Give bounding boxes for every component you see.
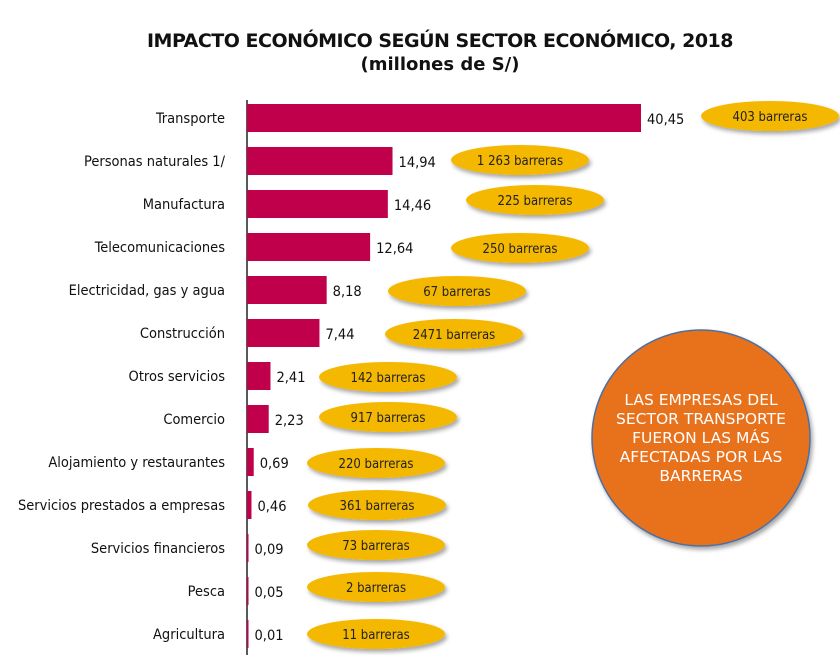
barrier-count-pill — [466, 185, 604, 215]
barrier-count-pill — [388, 276, 526, 306]
value-label: 40,45 — [647, 112, 684, 128]
category-label: Servicios prestados a empresas — [18, 498, 225, 514]
category-label: Agricultura — [153, 627, 225, 643]
category-label: Manufactura — [143, 197, 225, 213]
barrier-count-pill — [385, 319, 523, 349]
value-label: 0,01 — [255, 628, 284, 644]
value-label: 0,05 — [255, 585, 284, 601]
category-label: Pesca — [188, 584, 225, 600]
bar — [247, 190, 388, 218]
value-label: 2,23 — [275, 413, 304, 429]
barrier-count-pill — [307, 572, 445, 602]
bar — [247, 620, 249, 648]
barrier-count-pill — [307, 619, 445, 649]
barrier-count-pill — [319, 402, 457, 432]
bar — [247, 491, 252, 519]
barrier-count-label: 73 barreras — [342, 539, 410, 554]
bar — [247, 534, 249, 562]
value-label: 12,64 — [376, 241, 413, 257]
barrier-count-pill — [451, 145, 589, 175]
value-label: 14,46 — [394, 198, 431, 214]
bar — [247, 448, 254, 476]
barrier-count-label: 11 barreras — [342, 628, 410, 643]
bar — [247, 362, 271, 390]
barrier-count-label: 220 barreras — [339, 457, 414, 472]
category-label: Electricidad, gas y agua — [69, 283, 225, 299]
category-label: Telecomunicaciones — [94, 240, 225, 256]
value-label: 0,09 — [255, 542, 284, 558]
barrier-count-label: 917 barreras — [351, 411, 426, 426]
value-label: 0,46 — [257, 499, 286, 515]
barrier-count-label: 250 barreras — [483, 242, 558, 257]
category-label: Comercio — [163, 412, 225, 428]
bar — [247, 104, 641, 132]
callout-text: LAS EMPRESAS DEL SECTOR TRANSPORTE FUERO… — [616, 390, 786, 485]
barrier-count-pill — [701, 101, 839, 131]
category-label: Servicios financieros — [91, 541, 225, 557]
value-label: 7,44 — [325, 327, 354, 343]
barrier-count-pill — [307, 448, 445, 478]
barrier-count-label: 1 263 barreras — [477, 154, 563, 169]
bar — [247, 405, 269, 433]
barrier-count-pill — [308, 490, 446, 520]
category-label: Personas naturales 1/ — [84, 154, 226, 170]
value-label: 8,18 — [333, 284, 362, 300]
chart-subtitle: (millones de S/) — [360, 54, 520, 75]
barrier-count-pill — [307, 530, 445, 560]
value-label: 14,94 — [399, 155, 436, 171]
callout-circle — [591, 329, 811, 547]
category-label: Otros servicios — [129, 369, 226, 385]
bar — [247, 147, 393, 175]
bar — [247, 233, 371, 261]
barrier-count-pill — [451, 233, 589, 263]
category-label: Transporte — [155, 111, 225, 127]
barrier-count-label: 403 barreras — [733, 110, 808, 125]
barrier-count-label: 2471 barreras — [413, 328, 495, 343]
category-label: Alojamiento y restaurantes — [48, 455, 225, 471]
barrier-count-label: 361 barreras — [340, 499, 415, 514]
barrier-count-pill — [319, 362, 457, 392]
bar — [247, 319, 320, 347]
bar — [247, 577, 249, 605]
barrier-count-label: 142 barreras — [351, 371, 426, 386]
barrier-count-label: 2 barreras — [346, 581, 406, 596]
barrier-count-label: 225 barreras — [498, 194, 573, 209]
bar — [247, 276, 327, 304]
value-label: 0,69 — [260, 456, 289, 472]
chart-title: IMPACTO ECONÓMICO SEGÚN SECTOR ECONÓMICO… — [146, 30, 734, 52]
value-label: 2,41 — [276, 370, 305, 386]
barrier-count-label: 67 barreras — [423, 285, 491, 300]
category-label: Construcción — [140, 326, 225, 342]
